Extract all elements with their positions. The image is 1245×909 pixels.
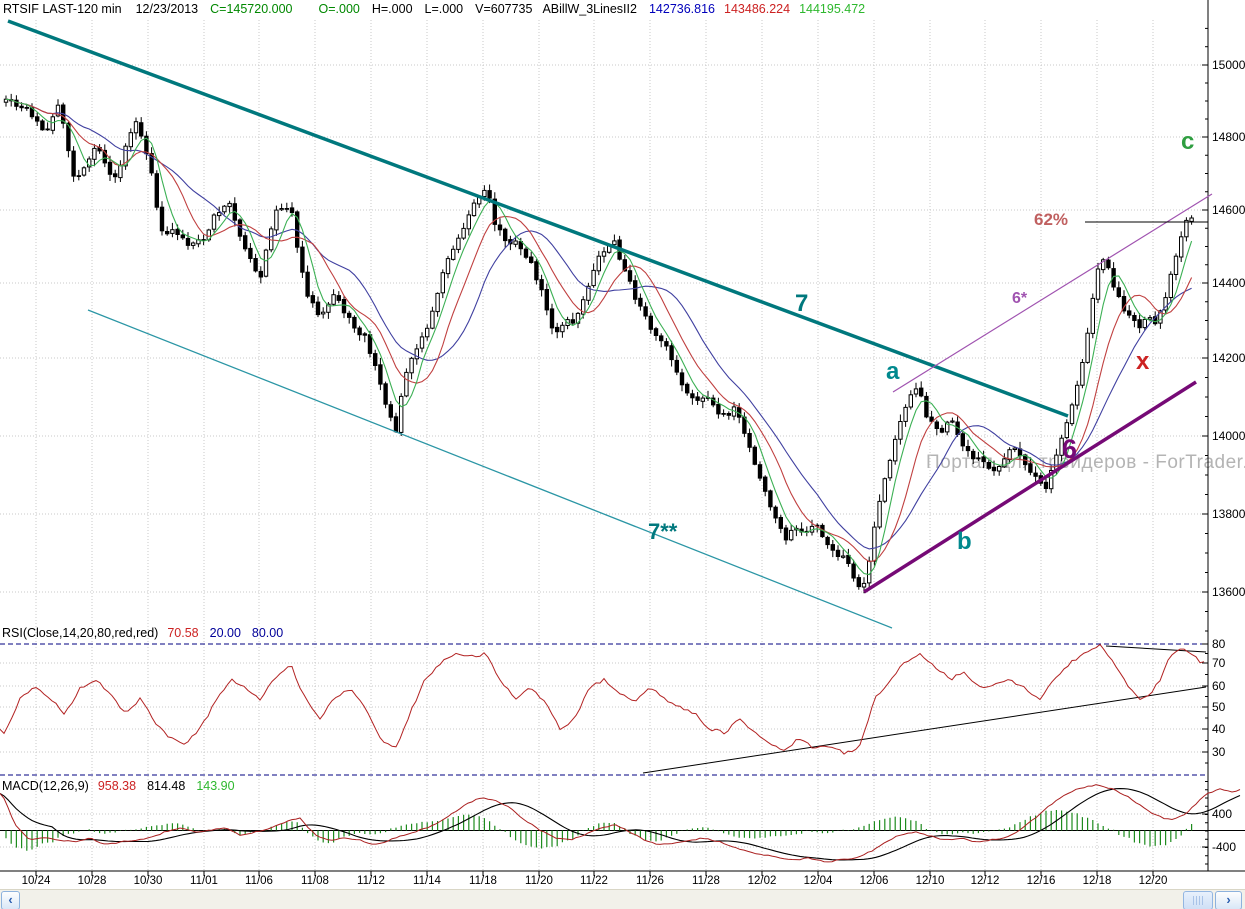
macd-label-item: 143.90 <box>196 779 235 793</box>
header-item: L=.000 <box>424 2 464 16</box>
header-item: C=145720.000 <box>210 2 293 16</box>
date-axis-label: 12/18 <box>1082 875 1112 887</box>
date-axis-label: 11/14 <box>413 875 441 887</box>
price-axis-label: 15000 <box>1212 58 1245 72</box>
rsi-label-item: RSI(Close,14,20,80,red,red) <box>2 626 159 640</box>
annotation-x: x <box>1136 348 1150 375</box>
pane-separators <box>0 643 1208 776</box>
trendline-7 <box>7 19 1069 418</box>
date-axis-label: 11/01 <box>190 875 218 887</box>
date-axis-label: 11/28 <box>692 875 720 887</box>
header-item: V=607735 <box>475 2 533 16</box>
price-axis-label: 14800 <box>1212 130 1245 144</box>
gridlines <box>0 20 1208 871</box>
macd-signal-line <box>0 788 1241 861</box>
date-axis-label: 12/12 <box>970 875 1000 887</box>
candle-wicks <box>5 93 1193 594</box>
header-item: 142736.816 <box>648 2 716 16</box>
macd-line <box>0 784 1241 863</box>
axis-frame <box>0 0 1245 876</box>
annotation-b: b <box>957 528 972 555</box>
right-arrow-icon: › <box>1226 892 1231 907</box>
header-item: 143486.224 <box>724 2 791 16</box>
trendline-6 <box>863 380 1197 594</box>
annotation-7: 7** <box>648 519 678 544</box>
header-item: ABillW_3LinesII2 <box>542 2 637 16</box>
rsi-line <box>0 643 1205 755</box>
annotation-62: 62% <box>1034 210 1069 229</box>
left-arrow-icon: ‹ <box>8 892 13 907</box>
price-axis-label: 13800 <box>1212 507 1245 521</box>
date-axis-label: 12/06 <box>859 875 889 887</box>
price-axis-label: 14200 <box>1212 351 1245 365</box>
trendlines[interactable] <box>7 19 1213 774</box>
horizontal-scrollbar[interactable]: ‹ › <box>0 889 1245 909</box>
ma-line-blue <box>5 98 1192 550</box>
header-item: RTSIF LAST-120 min <box>3 2 122 16</box>
annotation-6: 6 <box>1062 434 1078 464</box>
header-item: 144195.472 <box>799 2 866 16</box>
date-axis-label: 11/18 <box>469 875 497 887</box>
rsi-label-item: 80.00 <box>251 626 284 640</box>
macd-study-label: MACD(12,26,9) 958.38 814.48 143.90 <box>2 779 235 793</box>
rsi-axis-label: 70 <box>1212 656 1226 670</box>
date-axis-label: 10/24 <box>21 875 51 887</box>
date-axis-label: 12/10 <box>915 875 945 887</box>
scroll-right-button[interactable]: › <box>1215 891 1242 909</box>
price-axis-label: 14600 <box>1212 203 1245 217</box>
trendline-7 <box>87 309 893 629</box>
macd-axis-label: -400 <box>1212 840 1237 854</box>
rsi-axis-label: 40 <box>1212 722 1226 736</box>
header-item: H=.000 <box>371 2 413 16</box>
candles-down <box>9 99 1158 588</box>
rsi-axis-label: 50 <box>1212 700 1226 714</box>
annotation-c: c <box>1181 128 1195 155</box>
macd-axis-label: 400 <box>1212 807 1233 821</box>
trendline-rsi-support <box>642 686 1207 774</box>
rsi-axis-label: 30 <box>1212 745 1226 759</box>
rsi-study-label: RSI(Close,14,20,80,red,red) 70.58 20.00 80.… <box>2 626 283 640</box>
rsi-label-item: 20.00 <box>209 626 241 640</box>
date-axis-label: 12/20 <box>1138 875 1168 887</box>
date-axis-label: 11/08 <box>301 875 329 887</box>
price-axis-label: 14000 <box>1212 429 1245 443</box>
macd-label-item: 958.38 <box>97 779 137 793</box>
date-axis-label: 12/02 <box>747 875 777 887</box>
date-axis-label: 12/04 <box>803 875 833 887</box>
trendline-rsi-wedge-top <box>1105 645 1207 653</box>
rsi-label-item: 70.58 <box>167 626 199 640</box>
date-axis-label: 11/12 <box>357 875 385 887</box>
date-axis-label: 11/26 <box>636 875 664 887</box>
date-axis-label: 10/28 <box>77 875 107 887</box>
rsi-axis-label: 80 <box>1212 637 1226 651</box>
price-axis-label: 14400 <box>1212 276 1245 290</box>
annotation-6: 6* <box>1012 290 1028 307</box>
trendline-6 <box>892 193 1213 393</box>
scrollbar-thumb[interactable] <box>1183 891 1213 909</box>
date-axis-label: 11/06 <box>245 875 273 887</box>
price-axis-label: 13600 <box>1212 585 1245 599</box>
annotation-a: a <box>886 358 900 385</box>
scroll-left-button[interactable]: ‹ <box>1 891 20 909</box>
header-item: O=.000 <box>318 2 360 16</box>
rsi-axis-label: 60 <box>1212 679 1226 693</box>
chart-plot-area[interactable] <box>0 0 1245 889</box>
annotation-7: 7 <box>795 290 809 317</box>
header-item: 12/23/2013 <box>135 2 199 16</box>
ma-line-red <box>5 98 1193 563</box>
ma-line-green <box>5 98 1193 576</box>
date-axis-label: 10/30 <box>133 875 163 887</box>
date-axis-label: 12/16 <box>1026 875 1056 887</box>
macd-label-item: MACD(12,26,9) <box>2 779 89 793</box>
thumb-grip-icon <box>1193 896 1203 905</box>
date-axis-label: 11/22 <box>580 875 608 887</box>
date-axis-label: 11/20 <box>525 875 553 887</box>
chart-header: RTSIF LAST-120 min 12/23/2013 C=145720.000… <box>3 2 865 16</box>
macd-label-item: 814.48 <box>147 779 186 793</box>
